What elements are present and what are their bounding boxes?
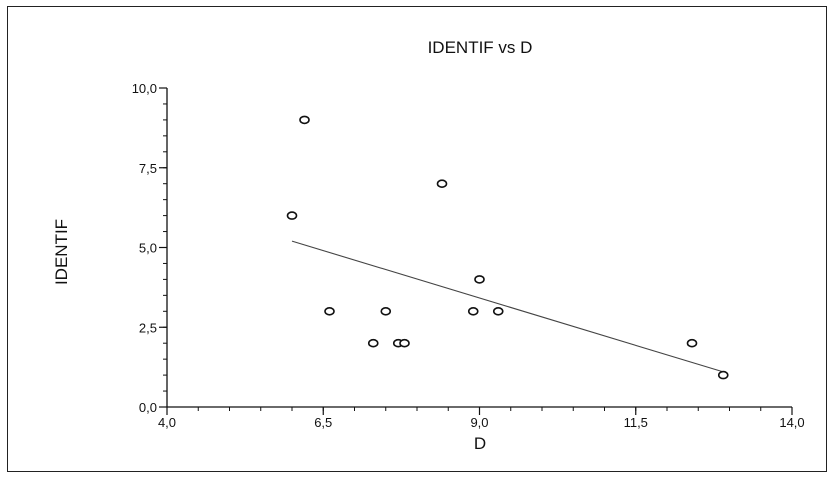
data-points: [286, 115, 729, 380]
axes: [166, 88, 792, 408]
data-point: [492, 306, 504, 316]
data-point: [299, 115, 310, 125]
data-point: [474, 275, 485, 284]
data-point: [367, 338, 379, 348]
y-tick-label: 5,0: [139, 241, 157, 256]
x-tick-label: 9,0: [470, 415, 488, 430]
tick-marks: [159, 87, 793, 415]
y-tick-label: 10,0: [132, 81, 157, 96]
data-point: [399, 338, 410, 348]
x-tick-label: 6,5: [314, 415, 332, 430]
data-point: [717, 370, 729, 380]
trendline-group: [291, 240, 724, 373]
data-point: [286, 211, 298, 220]
data-point: [324, 306, 335, 316]
x-tick-label: 14,0: [779, 415, 804, 430]
y-tick-label: 0,0: [139, 400, 157, 415]
chart-title: IDENTIF vs D: [428, 38, 533, 57]
chart-frame: [7, 6, 827, 472]
data-point: [436, 179, 448, 188]
x-tick-label: 11,5: [624, 415, 648, 430]
x-axis-label: D: [474, 434, 486, 453]
tick-labels: 4,0 6,5 9,0 11,5 14,0 0,0 2,5 5,0 7,5 10,0: [132, 81, 805, 430]
trendline: [291, 240, 724, 373]
data-point: [686, 338, 698, 348]
data-point: [380, 306, 392, 316]
data-point: [467, 306, 479, 316]
y-axis-label: IDENTIF: [52, 219, 71, 285]
x-tick-label: 4,0: [158, 415, 176, 430]
y-tick-label: 7,5: [139, 161, 157, 176]
y-tick-label: 2,5: [139, 320, 157, 335]
